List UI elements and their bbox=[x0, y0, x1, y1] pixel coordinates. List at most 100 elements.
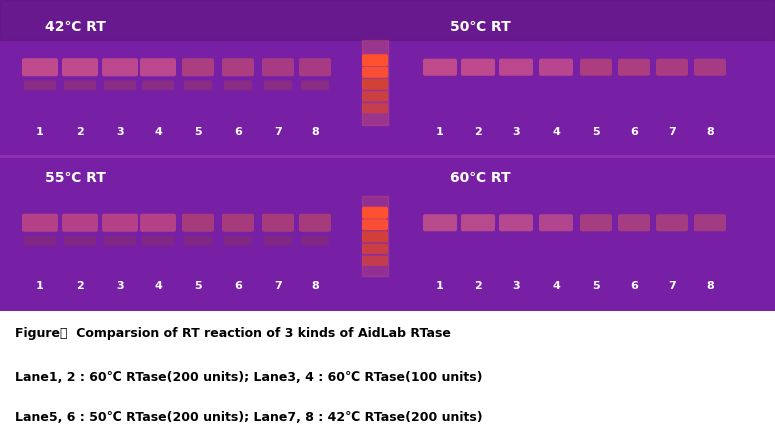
Text: 8: 8 bbox=[706, 127, 714, 137]
Text: 3: 3 bbox=[512, 127, 520, 137]
FancyBboxPatch shape bbox=[24, 80, 56, 90]
FancyBboxPatch shape bbox=[580, 59, 612, 76]
Text: 4: 4 bbox=[154, 281, 162, 291]
Text: 7: 7 bbox=[668, 127, 676, 137]
FancyBboxPatch shape bbox=[264, 236, 292, 246]
Text: 8: 8 bbox=[311, 127, 319, 137]
FancyBboxPatch shape bbox=[362, 244, 388, 254]
FancyBboxPatch shape bbox=[140, 58, 176, 76]
FancyBboxPatch shape bbox=[618, 214, 650, 231]
FancyBboxPatch shape bbox=[262, 214, 294, 232]
Text: 6: 6 bbox=[630, 127, 638, 137]
Text: 3: 3 bbox=[116, 281, 124, 291]
Bar bbox=[362, 40, 388, 125]
FancyBboxPatch shape bbox=[461, 59, 495, 76]
FancyBboxPatch shape bbox=[461, 214, 495, 231]
Text: 4: 4 bbox=[154, 127, 162, 137]
Text: 60℃ RT: 60℃ RT bbox=[450, 171, 511, 184]
FancyBboxPatch shape bbox=[301, 236, 329, 246]
Text: 5: 5 bbox=[592, 127, 600, 137]
FancyBboxPatch shape bbox=[656, 59, 688, 76]
FancyBboxPatch shape bbox=[64, 236, 96, 246]
FancyBboxPatch shape bbox=[656, 214, 688, 231]
FancyBboxPatch shape bbox=[224, 236, 252, 246]
FancyBboxPatch shape bbox=[362, 54, 388, 66]
Text: 8: 8 bbox=[706, 281, 714, 291]
FancyBboxPatch shape bbox=[262, 58, 294, 76]
Bar bbox=[0, 0, 775, 40]
FancyBboxPatch shape bbox=[182, 214, 214, 232]
Text: 2: 2 bbox=[76, 281, 84, 291]
FancyBboxPatch shape bbox=[299, 214, 331, 232]
Text: 7: 7 bbox=[668, 281, 676, 291]
Text: 3: 3 bbox=[116, 127, 124, 137]
Text: 2: 2 bbox=[474, 281, 482, 291]
Text: 6: 6 bbox=[234, 127, 242, 137]
FancyBboxPatch shape bbox=[102, 214, 138, 232]
FancyBboxPatch shape bbox=[499, 214, 533, 231]
FancyBboxPatch shape bbox=[499, 59, 533, 76]
FancyBboxPatch shape bbox=[222, 214, 254, 232]
FancyBboxPatch shape bbox=[362, 103, 388, 113]
Text: 6: 6 bbox=[234, 281, 242, 291]
FancyBboxPatch shape bbox=[423, 214, 457, 231]
FancyBboxPatch shape bbox=[224, 80, 252, 90]
Text: 4: 4 bbox=[552, 281, 560, 291]
Text: 6: 6 bbox=[630, 281, 638, 291]
FancyBboxPatch shape bbox=[22, 58, 58, 76]
FancyBboxPatch shape bbox=[694, 214, 726, 231]
FancyBboxPatch shape bbox=[184, 236, 212, 246]
Text: 4: 4 bbox=[552, 127, 560, 137]
FancyBboxPatch shape bbox=[142, 80, 174, 90]
FancyBboxPatch shape bbox=[539, 59, 573, 76]
Text: 5: 5 bbox=[195, 127, 202, 137]
FancyBboxPatch shape bbox=[362, 67, 388, 78]
FancyBboxPatch shape bbox=[142, 236, 174, 246]
FancyBboxPatch shape bbox=[539, 214, 573, 231]
FancyBboxPatch shape bbox=[362, 231, 388, 242]
FancyBboxPatch shape bbox=[580, 214, 612, 231]
Text: 50℃ RT: 50℃ RT bbox=[450, 20, 511, 34]
Text: Figure：  Comparsion of RT reaction of 3 kinds of AidLab RTase: Figure： Comparsion of RT reaction of 3 k… bbox=[16, 327, 451, 340]
Text: 8: 8 bbox=[311, 281, 319, 291]
FancyBboxPatch shape bbox=[618, 59, 650, 76]
FancyBboxPatch shape bbox=[423, 59, 457, 76]
FancyBboxPatch shape bbox=[301, 80, 329, 90]
FancyBboxPatch shape bbox=[264, 80, 292, 90]
Text: Lane1, 2 : 60℃ RTase(200 units); Lane3, 4 : 60℃ RTase(100 units): Lane1, 2 : 60℃ RTase(200 units); Lane3, … bbox=[16, 372, 483, 384]
Text: 1: 1 bbox=[436, 127, 444, 137]
FancyBboxPatch shape bbox=[24, 236, 56, 246]
FancyBboxPatch shape bbox=[184, 80, 212, 90]
FancyBboxPatch shape bbox=[104, 236, 136, 246]
Text: 55℃ RT: 55℃ RT bbox=[45, 171, 106, 184]
Text: 7: 7 bbox=[274, 281, 282, 291]
FancyBboxPatch shape bbox=[362, 219, 388, 230]
Text: 42℃ RT: 42℃ RT bbox=[45, 20, 106, 34]
FancyBboxPatch shape bbox=[182, 58, 214, 76]
FancyBboxPatch shape bbox=[104, 80, 136, 90]
Text: Lane5, 6 : 50℃ RTase(200 units); Lane7, 8 : 42℃ RTase(200 units): Lane5, 6 : 50℃ RTase(200 units); Lane7, … bbox=[16, 411, 483, 424]
FancyBboxPatch shape bbox=[362, 256, 388, 266]
Text: 1: 1 bbox=[36, 281, 44, 291]
Text: 5: 5 bbox=[195, 281, 202, 291]
Text: 1: 1 bbox=[36, 127, 44, 137]
FancyBboxPatch shape bbox=[694, 59, 726, 76]
Text: 5: 5 bbox=[592, 281, 600, 291]
FancyBboxPatch shape bbox=[362, 206, 388, 219]
FancyBboxPatch shape bbox=[62, 214, 98, 232]
FancyBboxPatch shape bbox=[362, 91, 388, 102]
FancyBboxPatch shape bbox=[140, 214, 176, 232]
Text: 1: 1 bbox=[436, 281, 444, 291]
FancyBboxPatch shape bbox=[64, 80, 96, 90]
Text: 3: 3 bbox=[512, 281, 520, 291]
FancyBboxPatch shape bbox=[362, 79, 388, 90]
FancyBboxPatch shape bbox=[22, 214, 58, 232]
Text: 2: 2 bbox=[474, 127, 482, 137]
FancyBboxPatch shape bbox=[102, 58, 138, 76]
FancyBboxPatch shape bbox=[299, 58, 331, 76]
Text: 7: 7 bbox=[274, 127, 282, 137]
FancyBboxPatch shape bbox=[222, 58, 254, 76]
Bar bbox=[362, 196, 388, 276]
FancyBboxPatch shape bbox=[62, 58, 98, 76]
Text: 2: 2 bbox=[76, 127, 84, 137]
